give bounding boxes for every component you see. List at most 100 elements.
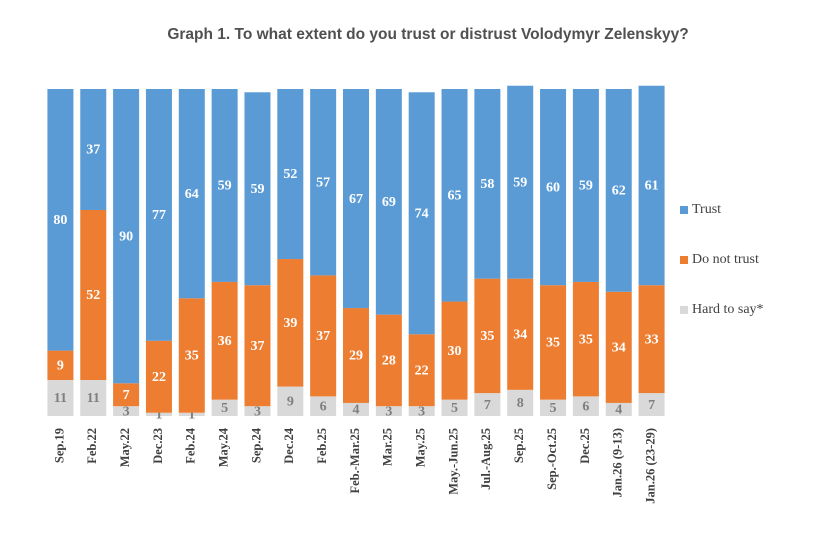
bar-segment	[244, 406, 271, 416]
value-label: 39	[283, 316, 297, 331]
bar-segment	[211, 89, 238, 282]
value-label: 9	[57, 359, 64, 374]
bar-segment	[310, 275, 337, 397]
value-label: 3	[123, 404, 130, 419]
bar-segment	[375, 406, 402, 416]
bar-segment	[474, 393, 501, 416]
value-label: 58	[480, 177, 494, 192]
bar-segment	[375, 89, 402, 315]
x-tick-label: Dec.25	[578, 428, 592, 464]
value-label: 69	[382, 195, 396, 210]
bar-segment	[572, 396, 599, 416]
value-label: 60	[546, 180, 560, 195]
x-tick-label: Jan.26 (23-29)	[643, 428, 657, 504]
bar-segment	[605, 402, 632, 416]
x-tick-label: Sep.19	[52, 428, 66, 463]
value-label: 65	[448, 188, 462, 203]
value-label: 9	[287, 395, 294, 410]
bar-segment	[145, 89, 172, 341]
bar-segment	[605, 291, 632, 403]
x-tick-label: Jul.-Aug.25	[479, 428, 493, 490]
x-tick-label: Mar.25	[381, 428, 395, 466]
value-label: 59	[513, 175, 527, 190]
value-label: 35	[185, 349, 199, 364]
x-tick-label: Dec.23	[151, 428, 165, 464]
bar-segment	[178, 298, 205, 413]
bar-segment	[47, 350, 74, 381]
x-tick-label: Feb.-Mar.25	[348, 428, 362, 494]
value-label: 34	[513, 327, 527, 342]
value-label: 6	[320, 399, 327, 414]
bar-segment	[408, 92, 435, 335]
value-label: 37	[250, 339, 264, 354]
value-label: 22	[152, 370, 166, 385]
bar-segment	[178, 412, 205, 416]
legend-swatch	[680, 306, 688, 314]
legend-label: Hard to say*	[692, 302, 764, 317]
value-label: 57	[316, 175, 330, 190]
bar-segment	[572, 89, 599, 282]
value-label: 3	[385, 404, 392, 419]
bar-segment	[408, 334, 435, 407]
value-label: 80	[53, 213, 67, 228]
value-label: 90	[119, 229, 133, 244]
value-label: 35	[546, 336, 560, 351]
value-label: 1	[188, 408, 195, 423]
value-label: 5	[451, 401, 458, 416]
bar-segment	[277, 386, 304, 416]
bar-segment	[244, 285, 271, 407]
x-tick-label: Feb.25	[315, 428, 329, 464]
bar-segment	[474, 278, 501, 394]
bar-segment	[408, 406, 435, 416]
bar-segment	[113, 89, 140, 384]
bar-segment	[47, 380, 74, 416]
legend-label: Trust	[692, 202, 721, 217]
bar-segment	[343, 308, 369, 403]
value-label: 6	[582, 399, 589, 414]
bar-segment	[80, 89, 107, 210]
value-label: 74	[415, 206, 429, 221]
bar-segment	[310, 396, 337, 416]
value-label: 64	[185, 187, 199, 202]
value-label: 59	[579, 179, 593, 194]
chart-title: Graph 1. To what extent do you trust or …	[167, 26, 688, 43]
value-label: 5	[221, 401, 228, 416]
bar-segment	[277, 259, 304, 387]
x-tick-label: Feb.24	[184, 427, 198, 464]
value-label: 62	[612, 184, 626, 199]
value-label: 5	[550, 401, 557, 416]
value-label: 77	[152, 208, 166, 223]
bar-segment	[638, 285, 665, 394]
bar-segment	[211, 399, 238, 416]
value-label: 29	[349, 349, 363, 364]
bar-segment	[507, 85, 534, 279]
bar-segment	[145, 412, 172, 416]
legend-label: Do not trust	[692, 252, 759, 267]
x-tick-label: May.-Jun.25	[446, 428, 460, 495]
value-label: 28	[382, 354, 396, 369]
value-label: 4	[353, 403, 360, 418]
bar-segment	[441, 301, 468, 400]
bar-segment	[113, 383, 140, 407]
bar-segment	[605, 89, 632, 292]
bar-segment	[145, 340, 172, 413]
x-tick-label: Feb.22	[85, 428, 99, 464]
bar-segment	[441, 89, 468, 302]
legend-swatch	[680, 256, 688, 264]
value-label: 7	[123, 388, 130, 403]
bar-segment	[507, 389, 534, 416]
value-label: 34	[612, 341, 626, 356]
bar-segment	[572, 281, 599, 397]
value-label: 11	[87, 391, 100, 406]
legend-swatch	[680, 206, 688, 214]
x-tick-label: Jan.26 (9-13)	[611, 428, 625, 497]
value-label: 4	[615, 403, 622, 418]
value-label: 3	[254, 404, 261, 419]
value-label: 61	[645, 179, 659, 194]
bar-segment	[343, 402, 369, 416]
value-label: 35	[579, 332, 593, 347]
value-label: 22	[415, 363, 429, 378]
value-label: 52	[86, 288, 100, 303]
bar-segment	[540, 285, 567, 400]
value-label: 3	[418, 404, 425, 419]
